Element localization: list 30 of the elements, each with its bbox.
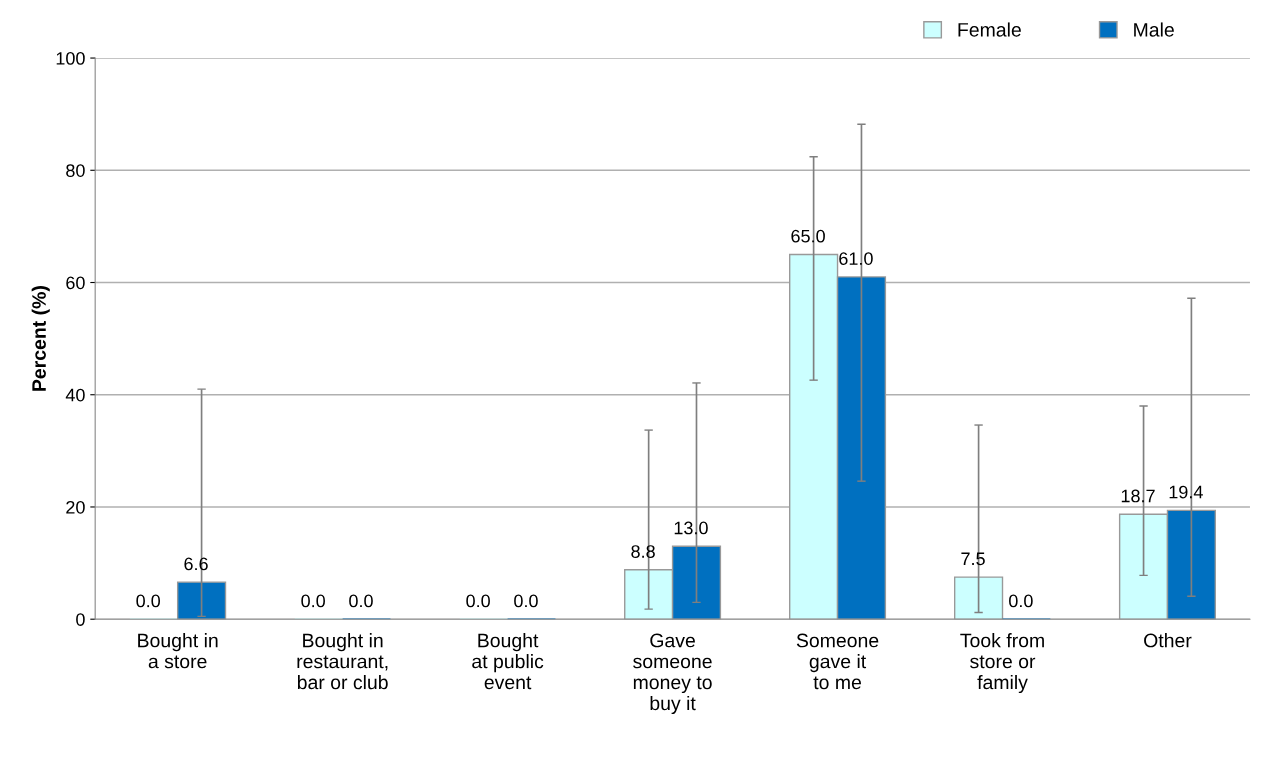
data-label: 0.0 — [514, 594, 538, 608]
x-tick-label: Bought at public event — [472, 633, 544, 690]
x-tick-label: Gave someone money to buy it — [633, 633, 712, 715]
data-label: 13.0 — [674, 521, 708, 535]
data-label: 8.8 — [631, 545, 655, 558]
y-tick-label: 60 — [66, 276, 85, 290]
data-label: 61.0 — [839, 252, 873, 265]
y-tick-label: 20 — [66, 500, 85, 514]
data-label: 0.0 — [301, 594, 325, 608]
y-tick-label: 40 — [65, 388, 85, 402]
data-label: 0.0 — [136, 594, 161, 608]
y-tick-label: 0 — [76, 613, 85, 626]
data-label: 7.5 — [961, 552, 985, 566]
data-label: 0.0 — [466, 594, 490, 608]
x-tick-label: Other — [1144, 633, 1192, 648]
x-tick-label: Bought in restaurant, bar or club — [297, 633, 388, 690]
x-tick-label: Someone gave it to me — [796, 633, 879, 690]
legend-label: Male — [1134, 22, 1174, 37]
data-label: 6.6 — [184, 557, 208, 571]
data-label: 0.0 — [349, 594, 373, 608]
data-label: 18.7 — [1121, 489, 1155, 503]
data-label: 19.4 — [1169, 485, 1203, 499]
y-tick-label: 80 — [66, 164, 85, 177]
x-tick-label: Bought in a store — [138, 633, 218, 669]
legend-label: Female — [958, 22, 1021, 37]
x-tick-label: Took from store or family — [960, 633, 1044, 694]
data-label: 65.0 — [791, 229, 825, 243]
y-tick-label: 100 — [56, 51, 85, 65]
data-label: 0.0 — [1009, 594, 1033, 608]
y-axis-title: Percent (%) — [31, 286, 50, 391]
